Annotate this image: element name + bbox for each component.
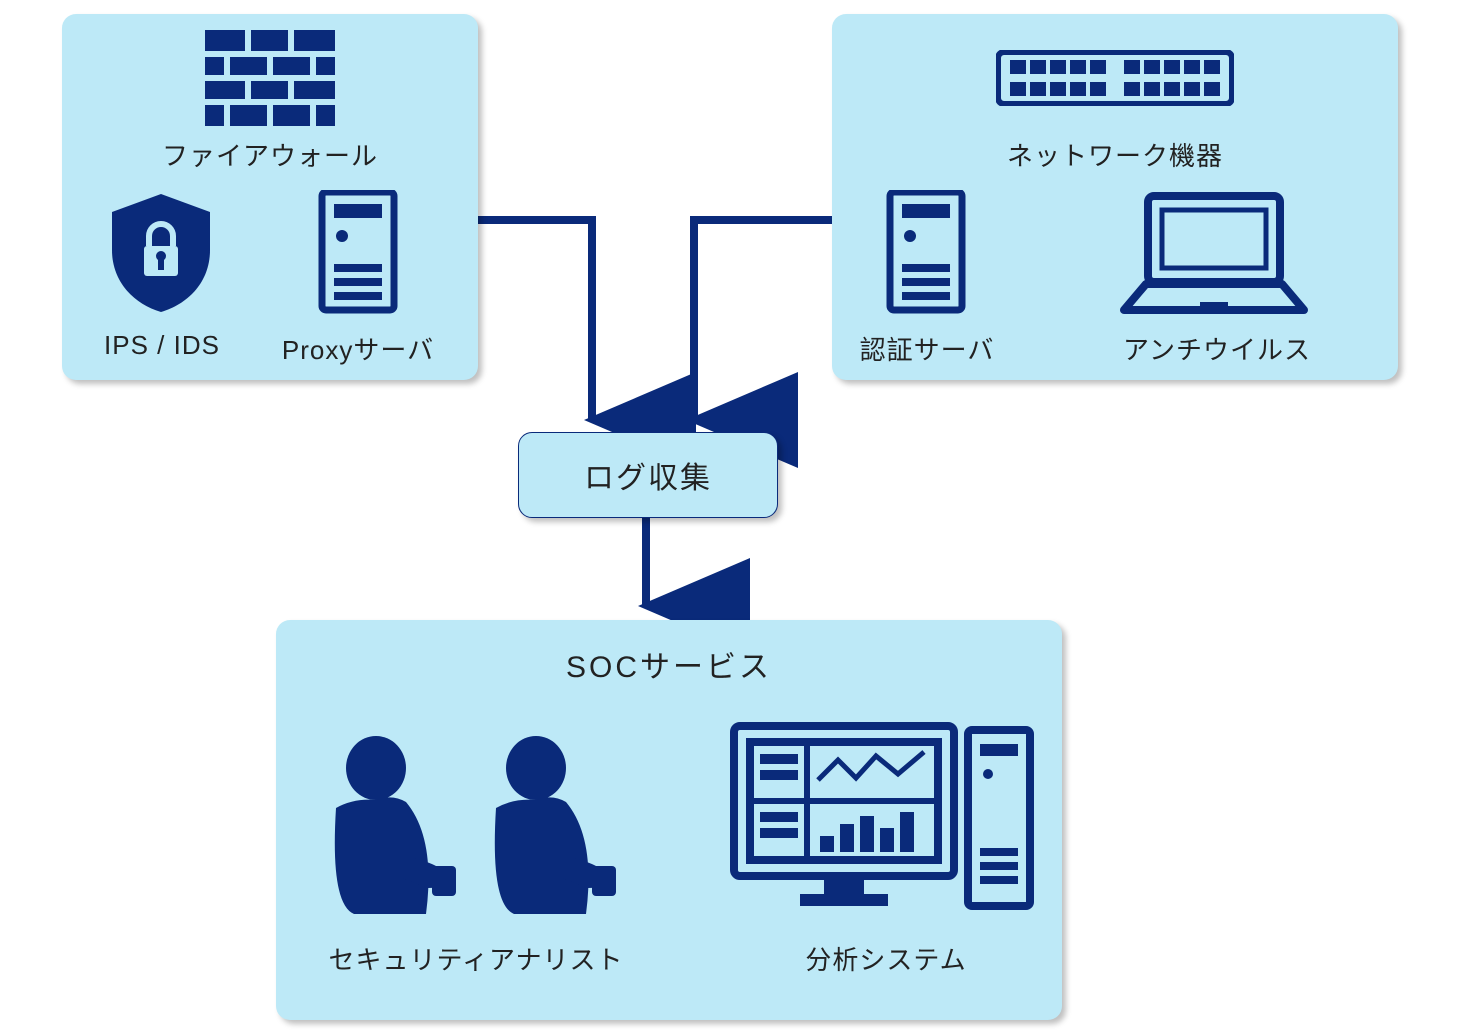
log-collection-box: ログ収集	[518, 432, 778, 518]
arrow-right-to-log	[694, 220, 832, 420]
firewall-icon	[205, 30, 335, 126]
antivirus-label: アンチウイルス	[1112, 330, 1322, 367]
analytics-system-icon	[728, 720, 1038, 920]
server-tower-icon	[318, 190, 398, 316]
auth-server-icon	[886, 190, 966, 316]
soc-service-panel: SOCサービス セキュリティアナリスト	[276, 620, 1062, 1020]
laptop-icon	[1114, 190, 1314, 320]
analyst-icon	[306, 728, 626, 918]
shield-icon	[106, 190, 216, 316]
analyst-label: セキュリティアナリスト	[286, 940, 666, 977]
sources-panel-left: ファイアウォール IPS / IDS Proxyサーバ	[62, 14, 478, 380]
auth-server-label: 認証サーバ	[832, 330, 1022, 367]
sources-panel-right: ネットワーク機器 認証サーバ アンチウイルス	[832, 14, 1398, 380]
arrow-left-to-log	[478, 220, 592, 420]
ips-ids-label: IPS / IDS	[62, 330, 262, 361]
analytics-system-label: 分析システム	[746, 940, 1026, 977]
network-device-label: ネットワーク機器	[832, 136, 1398, 173]
log-collection-label: ログ収集	[584, 453, 712, 497]
network-switch-icon	[996, 50, 1234, 106]
proxy-label: Proxyサーバ	[258, 330, 458, 367]
firewall-label: ファイアウォール	[62, 136, 478, 173]
soc-title: SOCサービス	[276, 642, 1062, 686]
